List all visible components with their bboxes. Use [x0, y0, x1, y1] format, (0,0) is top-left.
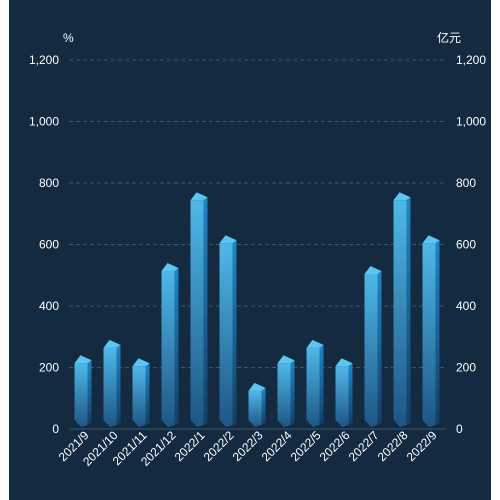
- bar: [190, 192, 208, 427]
- x-tick-label: 2022/5: [288, 428, 324, 464]
- x-tick-label: 2022/8: [375, 428, 411, 464]
- bar-front-face: [248, 390, 262, 427]
- bar-side-face: [203, 197, 208, 425]
- bar-front-face: [103, 347, 117, 427]
- bar-front-face: [335, 366, 349, 427]
- x-tick-label: 2022/1: [172, 428, 208, 464]
- y-right-tick-label: 400: [456, 299, 476, 313]
- bar: [161, 262, 179, 427]
- y-left-tick-label: 1,000: [29, 115, 59, 129]
- bar-front-face: [277, 363, 291, 427]
- bar-front-face: [422, 243, 436, 427]
- bar-top-face: [335, 358, 353, 367]
- bar: [103, 339, 121, 427]
- bar-top-face: [161, 262, 179, 271]
- bar: [335, 358, 353, 427]
- bar-top-face: [393, 192, 411, 201]
- y-right-tick-label: 1,200: [456, 53, 486, 67]
- y-left-tick-label: 400: [39, 299, 59, 313]
- y-right-tick-label: 1,000: [456, 115, 486, 129]
- y-left-tick-label: 800: [39, 176, 59, 190]
- x-tick-label: 2022/4: [259, 428, 295, 464]
- bar-side-face: [319, 344, 324, 425]
- y-right-tick-label: 800: [456, 176, 476, 190]
- bar-top-face: [219, 235, 237, 244]
- bar: [132, 358, 150, 427]
- bar-front-face: [74, 363, 88, 427]
- chart-panel: % 亿元 0 200 400 600 800 1,000 1,200 0 200 400 600 8…: [9, 0, 491, 500]
- y-right-axis-label: 亿元: [437, 30, 461, 45]
- bar-top-face: [306, 339, 324, 348]
- bar: [306, 339, 324, 427]
- x-tick-label: 2022/7: [346, 428, 382, 464]
- bar-front-face: [219, 243, 233, 427]
- bar-front-face: [393, 200, 407, 427]
- bar-side-face: [87, 360, 92, 425]
- x-tick-label: 2022/9: [404, 428, 440, 464]
- bar: [74, 355, 92, 427]
- y-left-tick-label: 1,200: [29, 53, 59, 67]
- bar-front-face: [132, 366, 146, 427]
- bar-side-face: [116, 344, 121, 425]
- bar-side-face: [406, 197, 411, 425]
- bar-top-face: [248, 382, 266, 391]
- bar: [364, 266, 382, 427]
- bar-front-face: [306, 347, 320, 427]
- bar-top-face: [190, 192, 208, 201]
- bar: [277, 355, 295, 427]
- bar: [248, 382, 266, 427]
- bar-top-face: [277, 355, 295, 364]
- y-left-tick-label: 0: [52, 422, 59, 436]
- bar-side-face: [145, 363, 150, 425]
- bar-chart: % 亿元 0 200 400 600 800 1,000 1,200 0 200 400 600 8…: [29, 30, 486, 469]
- bar: [219, 235, 237, 427]
- bar-front-face: [190, 200, 204, 427]
- bar-side-face: [290, 360, 295, 425]
- y-left-axis-label: %: [63, 31, 74, 45]
- bar-top-face: [74, 355, 92, 364]
- bar-side-face: [377, 271, 382, 425]
- y-left-tick-label: 200: [39, 361, 59, 375]
- bar-top-face: [364, 266, 382, 275]
- x-tick-label: 2022/3: [230, 428, 266, 464]
- y-right-tick-label: 0: [456, 422, 463, 436]
- y-right-tick-label: 600: [456, 238, 476, 252]
- bar-top-face: [422, 235, 440, 244]
- x-tick-label: 2022/6: [317, 428, 353, 464]
- bar-top-face: [132, 358, 150, 367]
- y-right-tick-label: 200: [456, 361, 476, 375]
- bar-top-face: [103, 339, 121, 348]
- y-left-tick-label: 600: [39, 238, 59, 252]
- bar-side-face: [174, 267, 179, 425]
- bar: [422, 235, 440, 427]
- bar-side-face: [435, 240, 440, 425]
- bar-front-face: [364, 274, 378, 427]
- bar-side-face: [348, 363, 353, 425]
- bar-side-face: [232, 240, 237, 425]
- bar: [393, 192, 411, 427]
- x-tick-label: 2022/2: [201, 428, 237, 464]
- bar-front-face: [161, 270, 175, 427]
- bar-side-face: [261, 387, 266, 425]
